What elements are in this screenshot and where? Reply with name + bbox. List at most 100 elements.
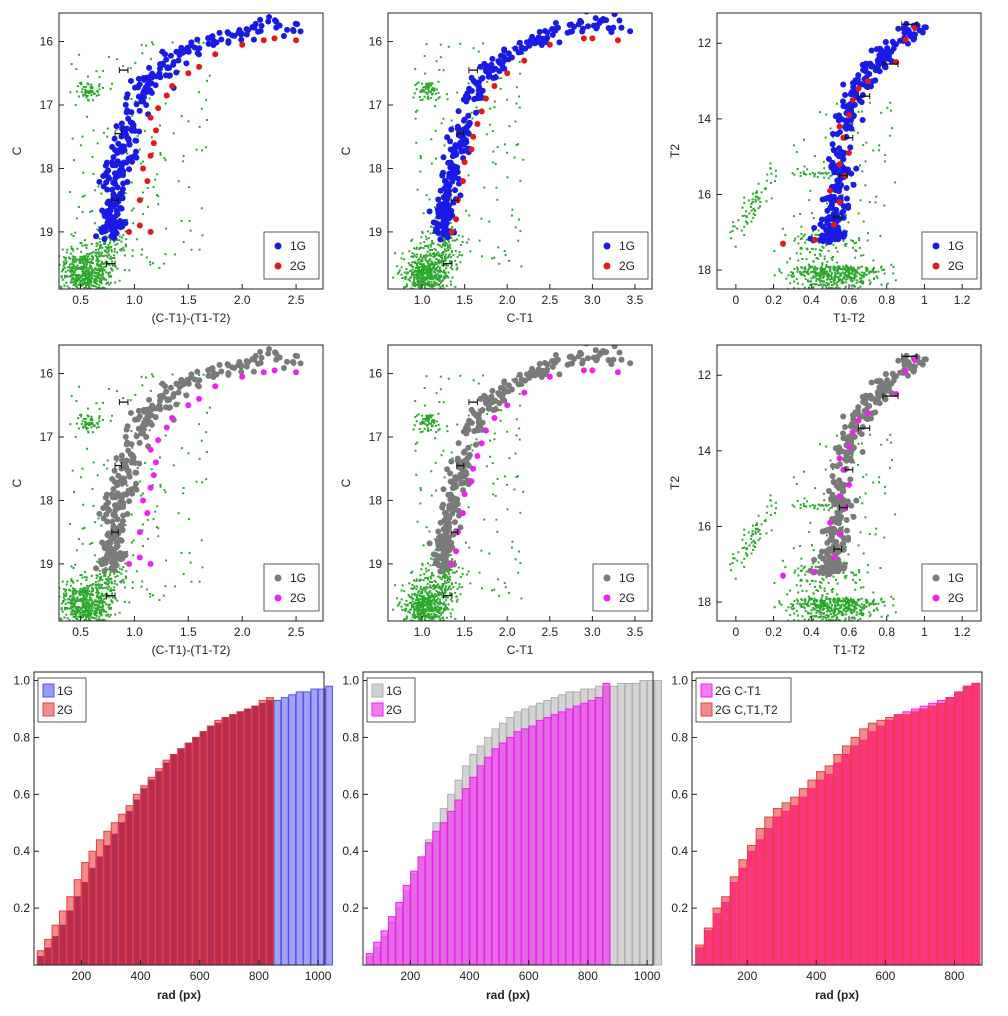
field-star-point bbox=[416, 290, 418, 292]
field-star-point bbox=[408, 582, 410, 584]
1g-point bbox=[448, 127, 454, 133]
field-star-point bbox=[424, 283, 426, 285]
field-star-point bbox=[445, 267, 447, 269]
field-star-point bbox=[447, 246, 449, 248]
field-star-point bbox=[77, 417, 79, 419]
field-star-point bbox=[425, 278, 427, 280]
field-star-point bbox=[424, 96, 426, 98]
field-star-point bbox=[789, 282, 791, 284]
field-star-point bbox=[825, 137, 827, 139]
field-star-point bbox=[829, 270, 831, 272]
field-star-point bbox=[845, 281, 847, 283]
x-tick-label: 2.0 bbox=[234, 293, 251, 307]
field-star-point bbox=[428, 586, 430, 588]
field-star-point bbox=[107, 282, 109, 284]
field-star-point bbox=[91, 243, 93, 245]
1g-point bbox=[578, 19, 584, 25]
field-star-point bbox=[864, 184, 866, 186]
1g-point bbox=[109, 227, 115, 233]
field-star-point bbox=[830, 281, 832, 283]
field-star-point bbox=[88, 590, 90, 592]
field-star-point bbox=[96, 574, 98, 576]
field-star-point bbox=[98, 287, 100, 289]
1g-point bbox=[162, 51, 168, 57]
field-star-point bbox=[125, 245, 127, 247]
field-star-point bbox=[862, 281, 864, 283]
field-star-point bbox=[68, 607, 70, 609]
field-star-point bbox=[108, 608, 110, 610]
field-star-point bbox=[419, 96, 421, 98]
field-star-point bbox=[66, 608, 68, 610]
field-star-point bbox=[865, 268, 867, 270]
field-star-point bbox=[420, 278, 422, 280]
field-star-point bbox=[105, 290, 107, 292]
field-star-point bbox=[85, 90, 87, 92]
field-star-point bbox=[774, 180, 776, 182]
field-star-point bbox=[496, 199, 498, 201]
1g-point bbox=[112, 136, 118, 142]
field-star-point bbox=[108, 616, 110, 618]
1g-point bbox=[116, 220, 122, 226]
x-axis-label: (C-T1)-(T1-T2) bbox=[152, 643, 231, 657]
field-star-point bbox=[436, 623, 438, 625]
field-star-point bbox=[444, 296, 446, 298]
field-star-point bbox=[482, 42, 484, 44]
field-star-point bbox=[122, 579, 124, 581]
field-star-point bbox=[446, 250, 448, 252]
field-star-point bbox=[141, 52, 143, 54]
field-star-point bbox=[435, 629, 437, 631]
1g-point bbox=[149, 406, 155, 412]
field-star-point bbox=[876, 275, 878, 277]
field-star-point bbox=[806, 168, 808, 170]
y-tick-label: 19 bbox=[369, 225, 383, 239]
2g-point bbox=[137, 223, 143, 229]
field-star-point bbox=[112, 265, 114, 267]
field-star-point bbox=[75, 280, 77, 282]
field-star-point bbox=[108, 244, 110, 246]
field-star-point bbox=[861, 266, 863, 268]
field-star-point bbox=[459, 261, 461, 263]
field-star-point bbox=[434, 272, 436, 274]
1g-point bbox=[165, 396, 171, 402]
field-star-point bbox=[419, 171, 421, 173]
field-star-point bbox=[144, 462, 146, 464]
field-star-point bbox=[439, 267, 441, 269]
field-star-point bbox=[75, 592, 77, 594]
field-star-point bbox=[68, 289, 70, 291]
field-star-point bbox=[815, 234, 817, 236]
field-star-point bbox=[498, 263, 500, 265]
field-star-point bbox=[83, 270, 85, 272]
field-star-point bbox=[151, 468, 153, 470]
1g-point bbox=[443, 206, 449, 212]
field-star-point bbox=[97, 423, 99, 425]
field-star-point bbox=[737, 219, 739, 221]
field-star-point bbox=[36, 285, 38, 287]
1g-point bbox=[167, 72, 173, 78]
1g-point bbox=[277, 354, 283, 360]
field-star-point bbox=[754, 199, 756, 201]
field-star-point bbox=[506, 99, 508, 101]
field-star-point bbox=[773, 250, 775, 252]
field-star-point bbox=[827, 283, 829, 285]
field-star-point bbox=[119, 568, 121, 570]
1g-point bbox=[128, 441, 134, 447]
1g-point bbox=[593, 15, 599, 21]
field-star-point bbox=[434, 255, 436, 257]
legend-marker bbox=[604, 263, 611, 270]
field-star-point bbox=[766, 174, 768, 176]
field-star-point bbox=[164, 159, 166, 161]
1g-point bbox=[868, 64, 874, 70]
y-axis-label: T2 bbox=[668, 144, 682, 158]
1g-point bbox=[266, 14, 272, 20]
field-star-point bbox=[436, 263, 438, 265]
field-star-point bbox=[748, 212, 750, 214]
field-star-point bbox=[446, 617, 448, 619]
1g-point bbox=[553, 20, 559, 26]
field-star-point bbox=[859, 266, 861, 268]
field-star-point bbox=[865, 160, 867, 162]
field-star-point bbox=[101, 252, 103, 254]
1g-point bbox=[123, 131, 129, 137]
1g-point bbox=[266, 346, 272, 352]
field-star-point bbox=[452, 240, 454, 242]
field-star-point bbox=[56, 618, 58, 620]
